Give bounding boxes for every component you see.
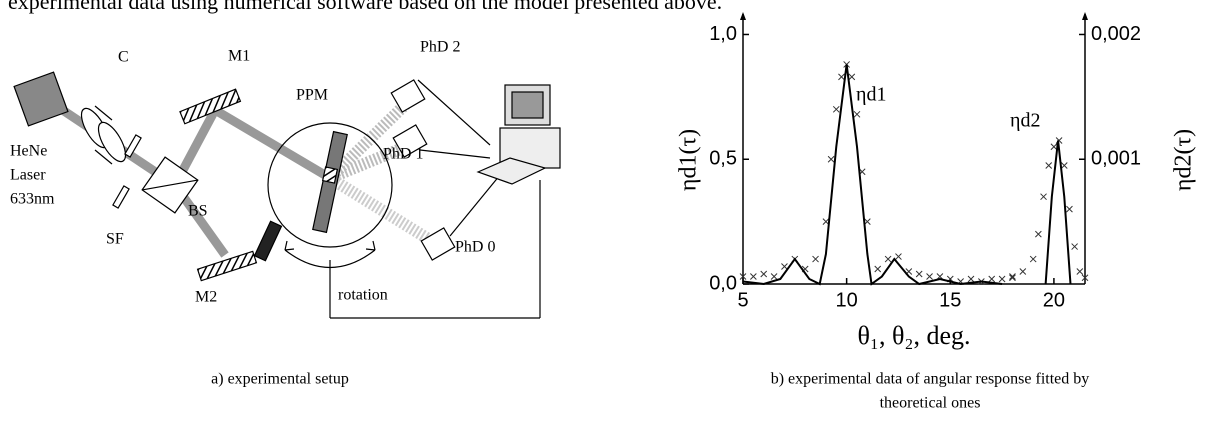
data-point bbox=[1071, 243, 1078, 250]
data-point bbox=[812, 255, 819, 263]
data-point bbox=[1060, 162, 1068, 169]
data-point bbox=[1040, 193, 1047, 201]
y2-axis-title: ηd2(τ) bbox=[1171, 129, 1197, 191]
y-tick-label: 0,0 bbox=[709, 272, 737, 294]
label: M2 bbox=[195, 289, 217, 306]
data-point bbox=[781, 263, 788, 270]
data-point bbox=[760, 270, 768, 278]
x-tick-label: 5 bbox=[737, 289, 748, 311]
laser-label: HeNe bbox=[10, 143, 47, 160]
y-axis-title: ηd1(τ) bbox=[676, 129, 702, 191]
label: C bbox=[118, 49, 129, 66]
label: rotation bbox=[338, 287, 388, 304]
data-point bbox=[967, 275, 975, 283]
y-tick-label: 0,5 bbox=[709, 148, 737, 170]
data-point bbox=[998, 275, 1006, 283]
label: SF bbox=[106, 231, 124, 248]
data-point bbox=[1009, 274, 1016, 282]
data-point bbox=[750, 273, 757, 280]
axis-arrow bbox=[740, 12, 746, 20]
data-point bbox=[1076, 268, 1084, 275]
data-point bbox=[895, 253, 902, 260]
data-point bbox=[853, 110, 861, 118]
label: PPM bbox=[296, 87, 328, 104]
y-tick-label: 1,0 bbox=[709, 23, 737, 45]
data-point bbox=[827, 155, 835, 163]
label: PhD 0 bbox=[455, 239, 495, 256]
data-point bbox=[838, 73, 845, 81]
data-point bbox=[1029, 255, 1037, 263]
data-line bbox=[742, 64, 1003, 286]
x-tick-label: 10 bbox=[836, 289, 858, 311]
laser-label: Laser bbox=[10, 167, 46, 184]
caption: theoretical ones bbox=[880, 395, 981, 412]
setup-diagram bbox=[13, 71, 561, 319]
data-point bbox=[988, 275, 996, 283]
x-tick-label: 20 bbox=[1043, 289, 1065, 311]
data-point bbox=[770, 273, 778, 280]
data-point bbox=[1066, 205, 1073, 213]
caption: a) experimental setup bbox=[211, 371, 349, 388]
data-point bbox=[1081, 274, 1089, 282]
label: BS bbox=[188, 203, 208, 220]
y2-tick-label: 0,002 bbox=[1091, 23, 1141, 45]
data-point bbox=[884, 255, 892, 263]
data-point bbox=[1019, 268, 1027, 275]
data-point bbox=[915, 270, 923, 278]
caption: b) experimental data of angular response… bbox=[771, 371, 1090, 388]
laser-label: 633nm bbox=[10, 191, 55, 208]
diagram-labels: HeNe Laser 633nm C SF BS M1 M2 PPM PhD 2… bbox=[10, 39, 1089, 412]
data-point bbox=[926, 273, 933, 280]
data-point bbox=[739, 273, 747, 280]
x-axis-title: θ₁, θ₂, deg. bbox=[857, 321, 970, 350]
label: PhD 2 bbox=[420, 39, 460, 56]
data-point bbox=[874, 265, 882, 273]
data-point bbox=[1050, 143, 1058, 151]
data-point bbox=[832, 105, 840, 113]
label: M1 bbox=[228, 48, 250, 65]
annotation: ηd2 bbox=[1010, 110, 1040, 132]
label: PhD 1 bbox=[383, 146, 423, 163]
data-point bbox=[848, 73, 856, 81]
y2-tick-label: 0,001 bbox=[1091, 148, 1141, 170]
data-point bbox=[1045, 162, 1053, 169]
header-text: experimental data using numerical softwa… bbox=[8, 0, 722, 14]
x-tick-label: 15 bbox=[939, 289, 961, 311]
annotation: ηd1 bbox=[856, 84, 886, 106]
chart: 5 10 15 20 0,0 0,5 1,0 0,001 0,002 θ₁, θ₂, deg. ηd… bbox=[676, 12, 1197, 350]
data-point bbox=[1035, 230, 1042, 238]
data-line bbox=[1044, 140, 1072, 285]
axis-arrow bbox=[1082, 12, 1088, 20]
data-point bbox=[1009, 273, 1016, 280]
